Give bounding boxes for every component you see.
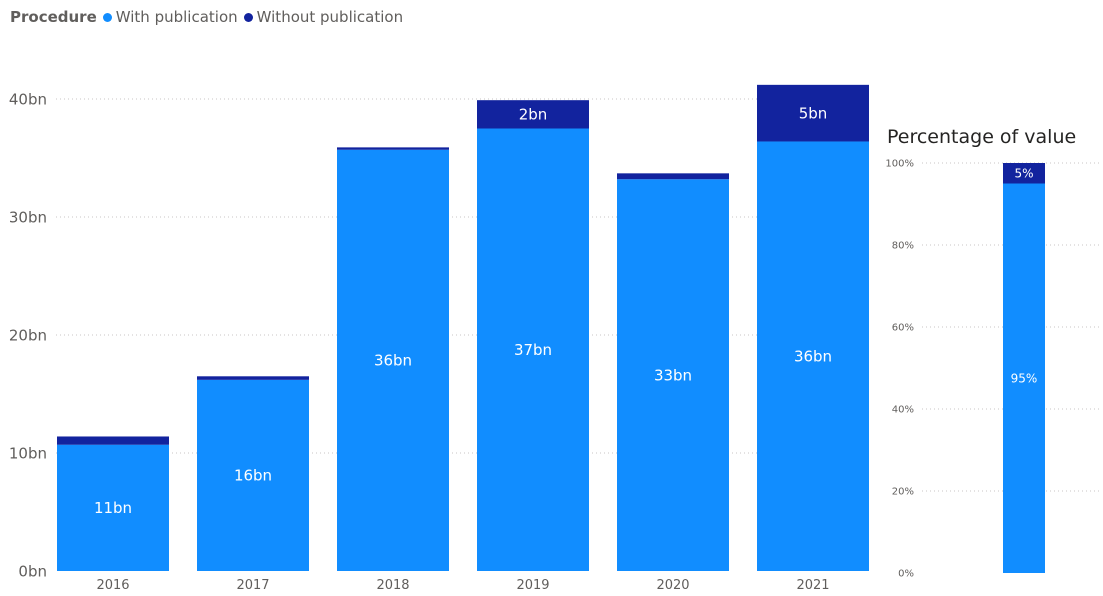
bar-main-2017-1 (197, 376, 309, 380)
y-tick-label-pct-4: 80% (892, 241, 914, 252)
y-tick-label-pct-2: 40% (892, 405, 914, 416)
data-label-pct-total-1: 5% (1014, 166, 1033, 180)
x-tick-label-2018: 2018 (376, 578, 409, 593)
x-tick-label-2017: 2017 (236, 578, 269, 593)
data-label-main-2019-1: 2bn (519, 106, 548, 124)
data-label-main-2019-0: 37bn (514, 341, 552, 359)
bar-main-2017-0 (197, 379, 309, 571)
bar-main-2021-1 (757, 84, 869, 142)
data-label-main-2021-1: 5bn (799, 104, 828, 122)
bar-main-2020-0 (617, 179, 729, 572)
data-label-main-2020-0: 33bn (654, 366, 692, 384)
percentage-chart-title: Percentage of value (887, 126, 1077, 148)
legend-title: Procedure (10, 8, 97, 26)
bar-main-2019-1 (477, 100, 589, 129)
y-tick-label-pct-0: 0% (898, 569, 914, 580)
legend-label-without-publication: Without publication (256, 8, 404, 26)
x-tick-label-2019: 2019 (516, 578, 549, 593)
bar-pct-total-0 (1003, 183, 1045, 573)
y-tick-label-main-4: 40bn (9, 90, 47, 108)
legend-label-with-publication: With publication (115, 8, 238, 26)
legend: Procedure With publication Without publi… (10, 7, 409, 27)
bar-main-2018-1 (337, 147, 449, 150)
y-tick-label-main-1: 10bn (9, 444, 47, 462)
bar-main-2016-1 (57, 436, 169, 445)
legend-dot-without-publication-icon (243, 12, 253, 22)
x-tick-label-2016: 2016 (96, 578, 129, 593)
legend-item-with-publication[interactable]: With publication (102, 8, 238, 26)
x-tick-label-2021: 2021 (796, 578, 829, 593)
y-tick-label-pct-1: 20% (892, 487, 914, 498)
bar-main-2021-0 (757, 141, 869, 572)
y-tick-label-main-2: 20bn (9, 326, 47, 344)
y-tick-label-pct-5: 100% (885, 159, 914, 170)
legend-dot-with-publication-icon (102, 12, 112, 22)
data-label-main-2016-0: 11bn (94, 499, 132, 517)
y-tick-label-main-3: 30bn (9, 208, 47, 226)
data-label-main-2017-0: 16bn (234, 467, 272, 485)
data-label-main-2018-0: 36bn (374, 352, 412, 370)
legend-item-without-publication[interactable]: Without publication (243, 8, 404, 26)
data-label-main-2021-0: 36bn (794, 347, 832, 365)
bar-main-2018-0 (337, 149, 449, 572)
bar-main-2020-1 (617, 173, 729, 180)
bar-main-2019-0 (477, 128, 589, 571)
x-tick-label-2020: 2020 (656, 578, 689, 593)
data-label-pct-total-0: 95% (1011, 371, 1038, 385)
bar-pct-total-1 (1003, 163, 1045, 184)
y-tick-label-main-0: 0bn (18, 562, 47, 580)
y-tick-label-pct-3: 60% (892, 323, 914, 334)
bar-main-2016-0 (57, 444, 169, 571)
